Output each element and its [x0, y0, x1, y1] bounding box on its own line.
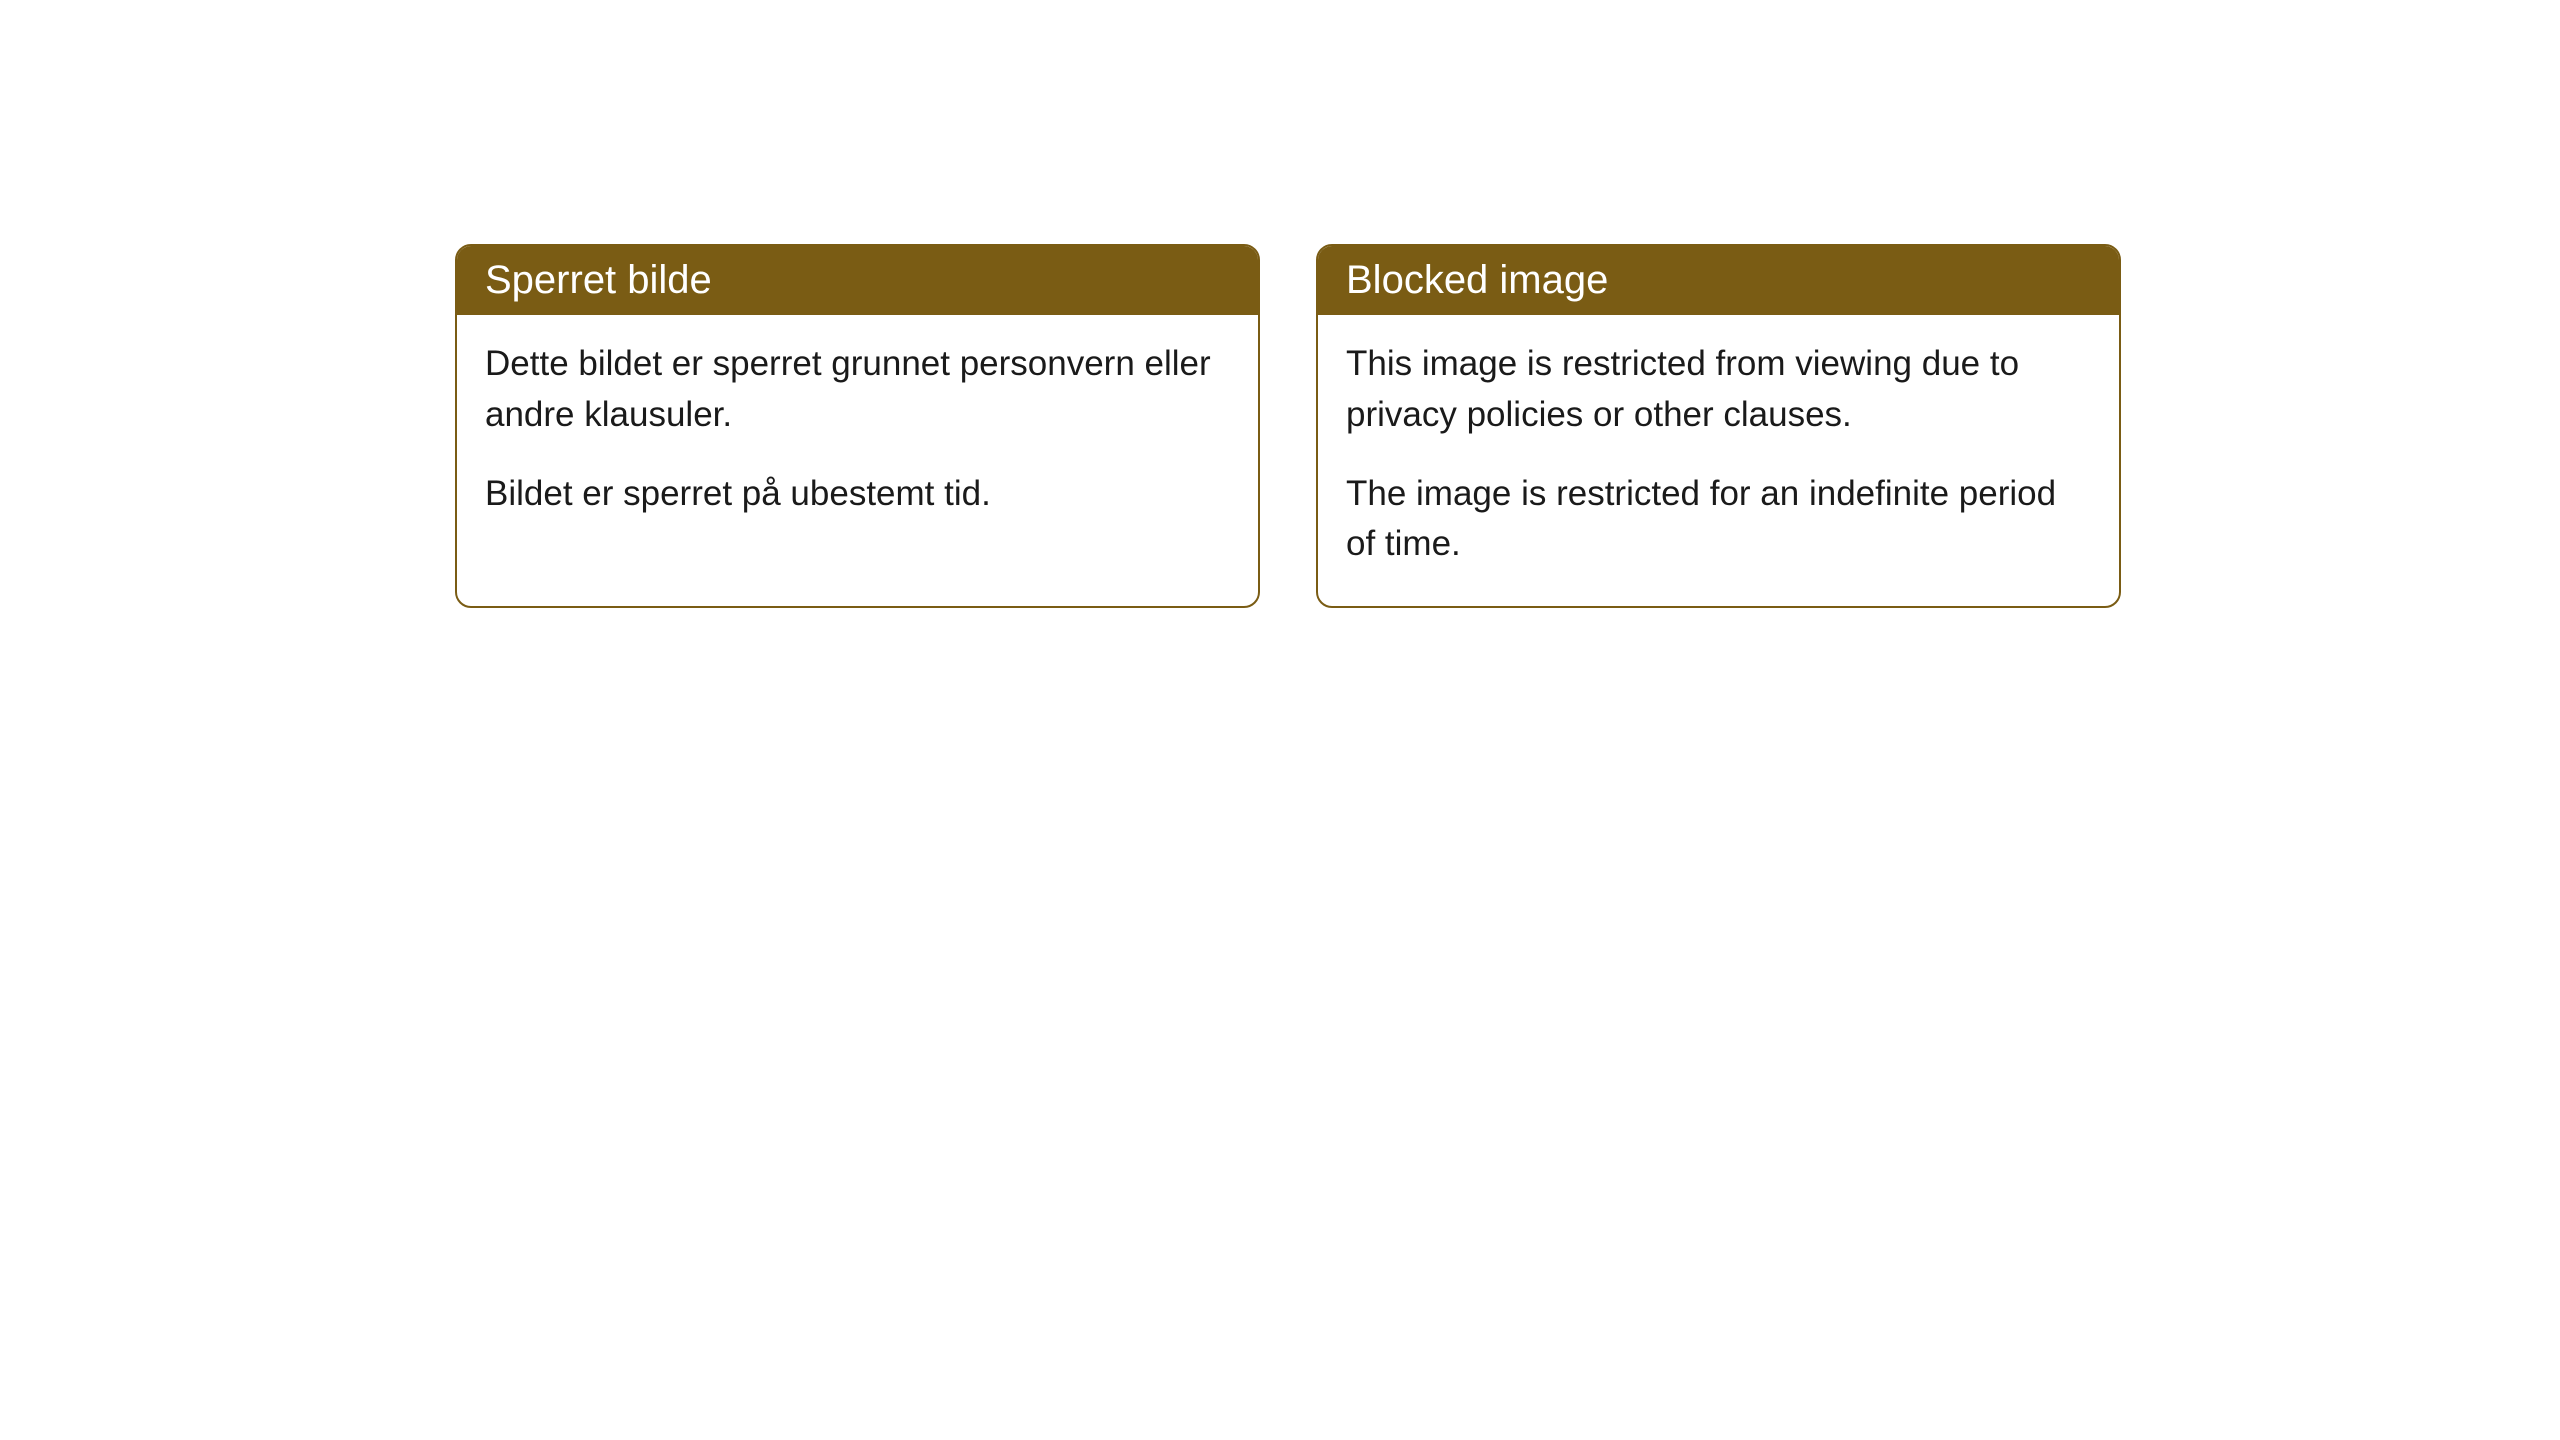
notice-container: Sperret bilde Dette bildet er sperret gr… [0, 0, 2560, 608]
notice-body-no: Dette bildet er sperret grunnet personve… [457, 315, 1258, 555]
notice-body-en: This image is restricted from viewing du… [1318, 315, 2119, 606]
notice-paragraph: This image is restricted from viewing du… [1346, 339, 2091, 441]
notice-paragraph: Dette bildet er sperret grunnet personve… [485, 339, 1230, 441]
notice-paragraph: The image is restricted for an indefinit… [1346, 469, 2091, 571]
notice-title-en: Blocked image [1318, 246, 2119, 315]
notice-title-no: Sperret bilde [457, 246, 1258, 315]
notice-card-en: Blocked image This image is restricted f… [1316, 244, 2121, 608]
notice-card-no: Sperret bilde Dette bildet er sperret gr… [455, 244, 1260, 608]
notice-paragraph: Bildet er sperret på ubestemt tid. [485, 469, 1230, 520]
